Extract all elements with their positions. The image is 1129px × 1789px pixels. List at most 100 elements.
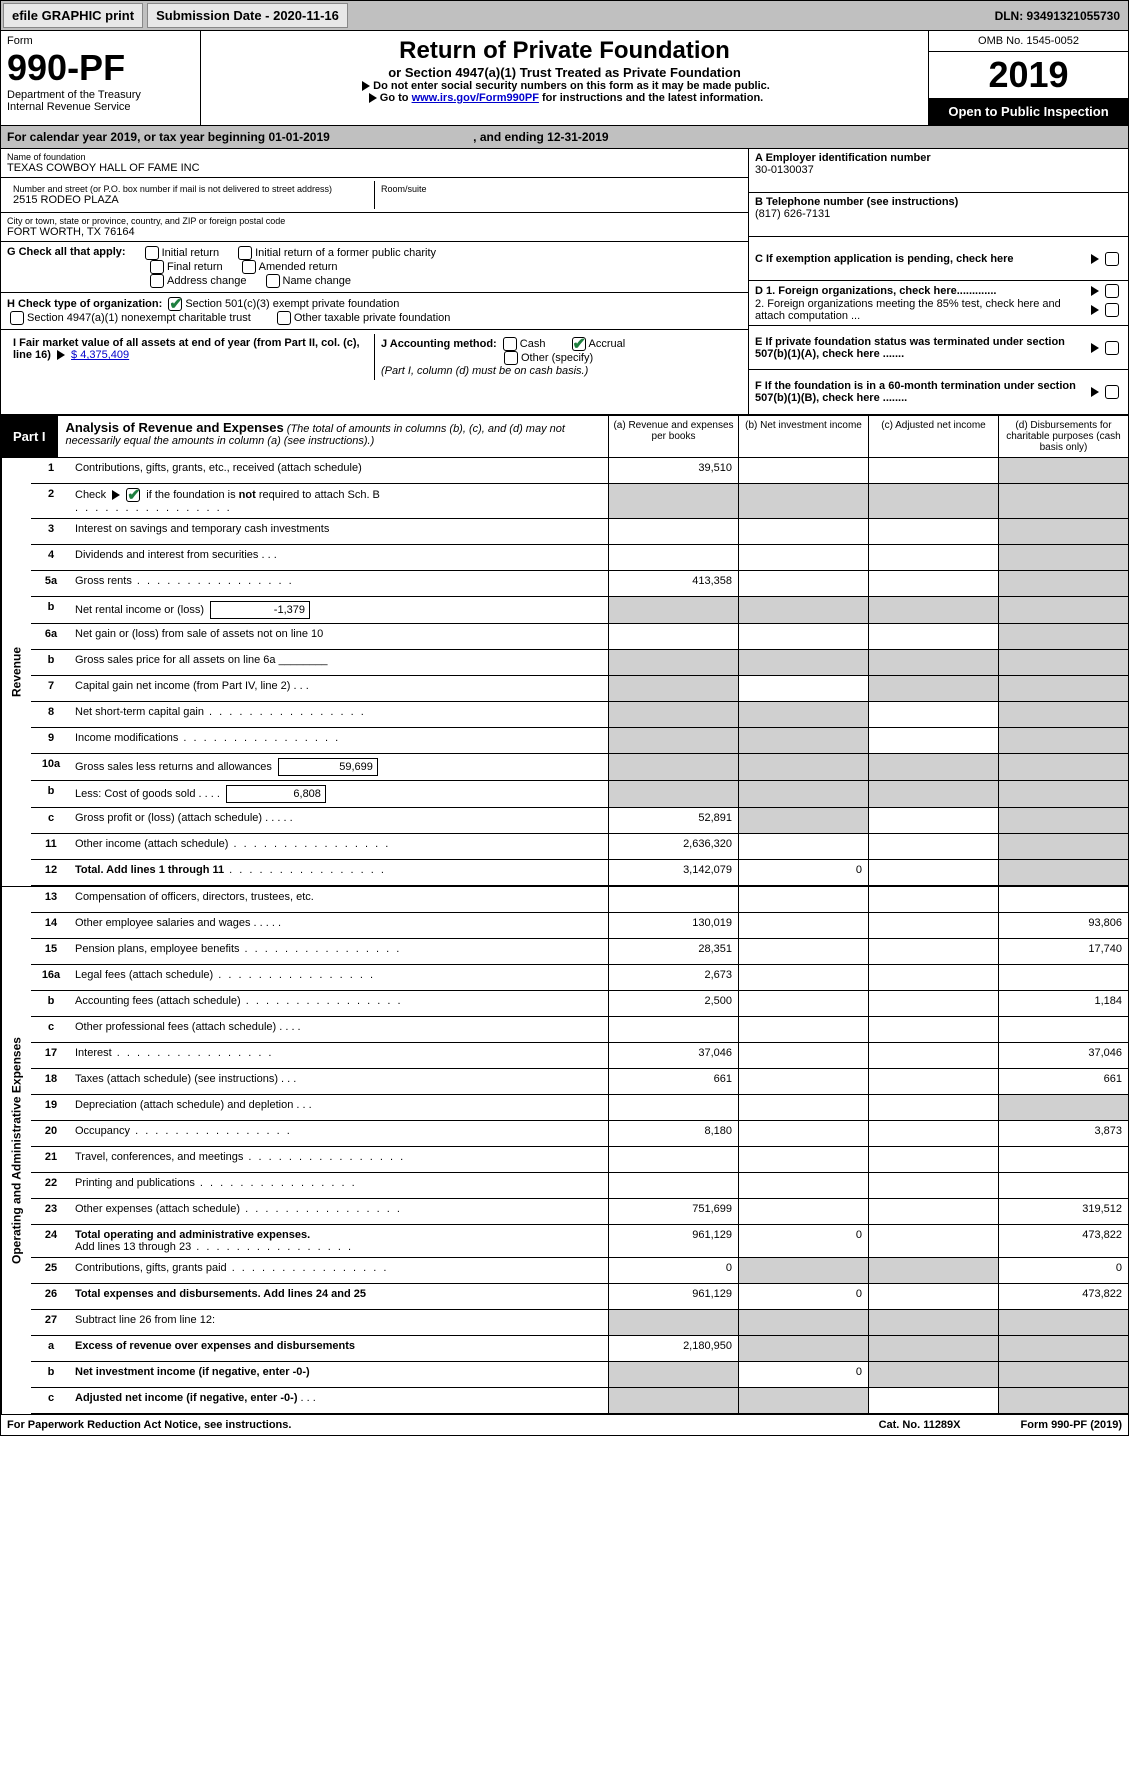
line-26: 26 Total expenses and disbursements. Add… — [31, 1284, 1128, 1310]
cell-c — [868, 808, 998, 833]
cell-c — [868, 1388, 998, 1413]
cell-a — [608, 728, 738, 753]
cell-b — [738, 571, 868, 596]
cell-d — [998, 1388, 1128, 1413]
part1-header: Part I Analysis of Revenue and Expenses … — [1, 415, 1128, 458]
triangle-icon — [362, 81, 370, 91]
cell-b — [738, 1199, 868, 1224]
cell-d: 319,512 — [998, 1199, 1128, 1224]
line-20: 20 Occupancy 8,180 3,873 — [31, 1121, 1128, 1147]
checkbox-4947[interactable] — [10, 311, 24, 325]
cell-c — [868, 1095, 998, 1120]
cell-d — [998, 754, 1128, 780]
section-d1-label: D 1. Foreign organizations, check here..… — [755, 285, 996, 297]
checkbox-initial-return[interactable] — [145, 246, 159, 260]
cell-b — [738, 1095, 868, 1120]
line-18: 18 Taxes (attach schedule) (see instruct… — [31, 1069, 1128, 1095]
cell-d — [998, 571, 1128, 596]
line-10a: 10a Gross sales less returns and allowan… — [31, 754, 1128, 781]
line-2: 2 Check if the foundation is not require… — [31, 484, 1128, 519]
checkbox-initial-former[interactable] — [238, 246, 252, 260]
cell-b — [738, 519, 868, 544]
line-12: 12 Total. Add lines 1 through 11 3,142,0… — [31, 860, 1128, 886]
cell-b — [738, 939, 868, 964]
cell-d — [998, 484, 1128, 518]
cell-a: 39,510 — [608, 458, 738, 483]
line-b: b Less: Cost of goods sold . . . .6,808 — [31, 781, 1128, 808]
cell-c — [868, 1199, 998, 1224]
cell-c — [868, 545, 998, 570]
cell-c — [868, 834, 998, 859]
cell-a — [608, 1362, 738, 1387]
city-value: FORT WORTH, TX 76164 — [7, 226, 742, 238]
cell-c — [868, 939, 998, 964]
cell-b — [738, 597, 868, 623]
checkbox-other-taxable[interactable] — [277, 311, 291, 325]
checkbox-other-method[interactable] — [504, 351, 518, 365]
foundation-name: TEXAS COWBOY HALL OF FAME INC — [7, 162, 742, 174]
checkbox-d1[interactable] — [1105, 284, 1119, 298]
cell-a: 3,142,079 — [608, 860, 738, 885]
cell-c — [868, 913, 998, 938]
efile-print-button[interactable]: efile GRAPHIC print — [3, 3, 143, 28]
checkbox-accrual[interactable] — [572, 337, 586, 351]
city-label: City or town, state or province, country… — [7, 216, 742, 226]
cell-c — [868, 650, 998, 675]
cell-a: 2,500 — [608, 991, 738, 1016]
cell-a — [608, 781, 738, 807]
pra-notice: For Paperwork Reduction Act Notice, see … — [7, 1419, 291, 1431]
cell-a: 2,673 — [608, 965, 738, 990]
cell-c — [868, 597, 998, 623]
line-3: 3 Interest on savings and temporary cash… — [31, 519, 1128, 545]
fmv-link[interactable]: $ 4,375,409 — [71, 349, 129, 361]
checkbox-f[interactable] — [1105, 385, 1119, 399]
footer: For Paperwork Reduction Act Notice, see … — [1, 1414, 1128, 1435]
cell-d — [998, 808, 1128, 833]
checkbox-name-change[interactable] — [266, 274, 280, 288]
cell-a: 661 — [608, 1069, 738, 1094]
form-label: Form — [7, 35, 194, 47]
cell-b — [738, 1258, 868, 1283]
cell-a: 52,891 — [608, 808, 738, 833]
cell-c — [868, 860, 998, 885]
cell-c — [868, 781, 998, 807]
tel-label: B Telephone number (see instructions) — [755, 196, 1122, 208]
cell-a: 961,129 — [608, 1284, 738, 1309]
address-value: 2515 RODEO PLAZA — [13, 194, 368, 206]
cell-b — [738, 754, 868, 780]
expenses-side-label: Operating and Administrative Expenses — [1, 887, 31, 1414]
checkbox-cash[interactable] — [503, 337, 517, 351]
cell-c — [868, 484, 998, 518]
cell-a: 751,699 — [608, 1199, 738, 1224]
cell-a: 0 — [608, 1258, 738, 1283]
checkbox-d2[interactable] — [1105, 303, 1119, 317]
checkbox-sch-b[interactable] — [126, 488, 140, 502]
cell-a — [608, 1095, 738, 1120]
submission-date-button[interactable]: Submission Date - 2020-11-16 — [147, 3, 348, 28]
cell-d — [998, 1310, 1128, 1335]
cell-c — [868, 1225, 998, 1257]
cell-d — [998, 1017, 1128, 1042]
section-c-label: C If exemption application is pending, c… — [755, 253, 1014, 265]
cell-a — [608, 1017, 738, 1042]
checkbox-c[interactable] — [1105, 252, 1119, 266]
cell-d — [998, 860, 1128, 885]
checkbox-final-return[interactable] — [150, 260, 164, 274]
checkbox-e[interactable] — [1105, 341, 1119, 355]
cell-d: 1,184 — [998, 991, 1128, 1016]
checkbox-501c3[interactable] — [168, 297, 182, 311]
checkbox-amended[interactable] — [242, 260, 256, 274]
cell-a: 8,180 — [608, 1121, 738, 1146]
cell-a: 413,358 — [608, 571, 738, 596]
checkbox-address-change[interactable] — [150, 274, 164, 288]
expenses-section: Operating and Administrative Expenses 13… — [1, 887, 1128, 1414]
line-22: 22 Printing and publications — [31, 1173, 1128, 1199]
cell-a — [608, 754, 738, 780]
cell-d: 37,046 — [998, 1043, 1128, 1068]
irs-link[interactable]: www.irs.gov/Form990PF — [412, 92, 539, 104]
cell-a: 961,129 — [608, 1225, 738, 1257]
cell-b — [738, 1043, 868, 1068]
cell-a — [608, 887, 738, 912]
line-25: 25 Contributions, gifts, grants paid 0 0 — [31, 1258, 1128, 1284]
cell-c — [868, 1043, 998, 1068]
